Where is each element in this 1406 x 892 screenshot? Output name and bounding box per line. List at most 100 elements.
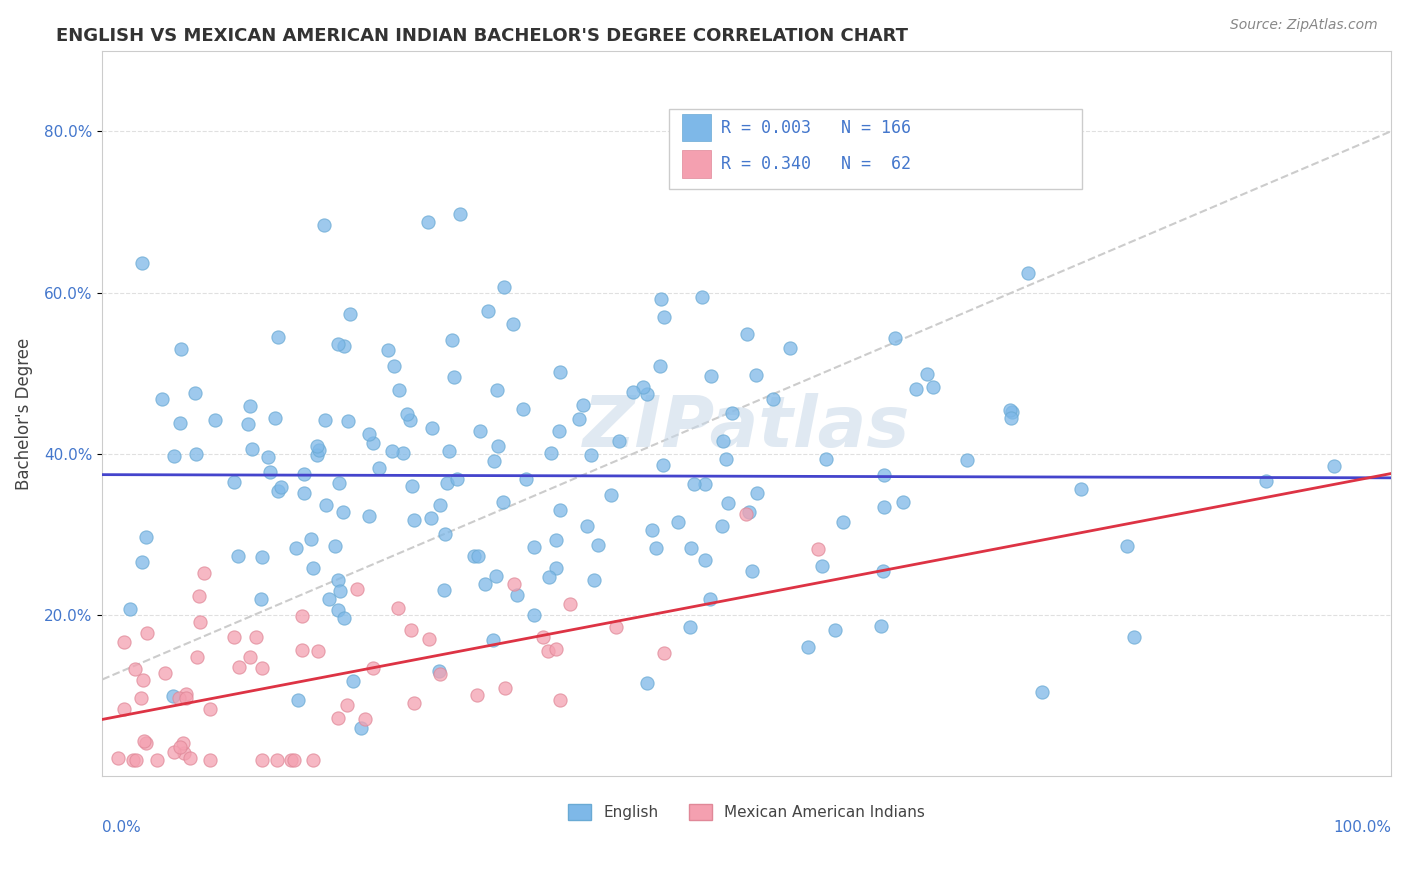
Point <box>305 448 328 462</box>
Point <box>332 505 354 519</box>
Point <box>280 753 302 767</box>
Point <box>440 333 463 347</box>
Point <box>721 406 744 420</box>
Point <box>429 666 451 681</box>
Point <box>735 327 758 342</box>
Point <box>163 450 186 464</box>
Point <box>346 582 368 596</box>
Point <box>252 753 274 767</box>
Y-axis label: Bachelor's Degree: Bachelor's Degree <box>15 337 32 490</box>
Point <box>333 611 356 625</box>
Point <box>482 453 505 467</box>
FancyBboxPatch shape <box>682 114 710 141</box>
Point <box>762 392 785 407</box>
Text: 100.0%: 100.0% <box>1333 820 1391 835</box>
Point <box>607 434 630 449</box>
Point <box>129 690 152 705</box>
Point <box>301 753 323 767</box>
Point <box>354 712 377 726</box>
Point <box>284 541 307 556</box>
Point <box>395 407 418 421</box>
Point <box>449 207 471 221</box>
Point <box>162 745 184 759</box>
Text: ZIPatlas: ZIPatlas <box>583 393 910 462</box>
Point <box>873 467 896 482</box>
Point <box>744 368 766 382</box>
Point <box>446 472 468 486</box>
Point <box>583 573 606 587</box>
Point <box>884 331 907 345</box>
Point <box>328 573 350 587</box>
Point <box>474 577 496 591</box>
Point <box>905 382 928 396</box>
Point <box>869 619 891 633</box>
Text: Source: ZipAtlas.com: Source: ZipAtlas.com <box>1230 18 1378 32</box>
Point <box>560 597 582 611</box>
Point <box>683 476 706 491</box>
Point <box>714 452 737 467</box>
Point <box>550 503 572 517</box>
Point <box>631 380 654 394</box>
Point <box>485 383 508 397</box>
Point <box>600 488 623 502</box>
Point <box>131 256 153 270</box>
Point <box>796 640 818 654</box>
Point <box>998 403 1021 417</box>
Point <box>240 442 263 456</box>
Point <box>259 465 281 479</box>
Point <box>121 753 143 767</box>
Point <box>118 601 141 615</box>
Point <box>693 477 716 491</box>
Point <box>226 549 249 563</box>
Point <box>124 662 146 676</box>
Point <box>326 336 349 351</box>
Point <box>745 486 768 500</box>
Point <box>173 736 195 750</box>
Point <box>299 532 322 546</box>
Point <box>361 661 384 675</box>
Point <box>367 460 389 475</box>
Point <box>576 519 599 533</box>
Point <box>652 646 675 660</box>
Point <box>690 290 713 304</box>
Point <box>523 608 546 623</box>
Point <box>266 753 288 767</box>
Point <box>169 416 191 430</box>
Point <box>357 426 380 441</box>
Point <box>250 661 273 675</box>
Point <box>502 317 524 331</box>
Point <box>392 446 415 460</box>
Point <box>465 688 488 702</box>
Point <box>136 626 159 640</box>
Point <box>1323 458 1346 473</box>
FancyBboxPatch shape <box>669 109 1081 188</box>
Point <box>170 342 193 356</box>
Point <box>308 442 330 457</box>
Point <box>287 693 309 707</box>
Point <box>314 413 336 427</box>
Point <box>636 386 658 401</box>
Point <box>420 510 443 524</box>
Point <box>381 444 404 458</box>
Text: ENGLISH VS MEXICAN AMERICAN INDIAN BACHELOR'S DEGREE CORRELATION CHART: ENGLISH VS MEXICAN AMERICAN INDIAN BACHE… <box>56 27 908 45</box>
Point <box>652 310 675 325</box>
Point <box>717 495 740 509</box>
Point <box>652 458 675 472</box>
Point <box>239 649 262 664</box>
Point <box>1031 685 1053 699</box>
Point <box>167 690 190 705</box>
Point <box>363 436 385 450</box>
Point <box>1115 539 1137 553</box>
Point <box>326 711 349 725</box>
Point <box>307 644 329 658</box>
Point <box>146 753 169 767</box>
Point <box>222 475 245 490</box>
Point <box>228 660 250 674</box>
Point <box>249 591 271 606</box>
Point <box>481 632 503 647</box>
Point <box>873 500 896 514</box>
Point <box>315 498 337 512</box>
Point <box>323 539 346 553</box>
Point <box>132 734 155 748</box>
Point <box>548 693 571 707</box>
